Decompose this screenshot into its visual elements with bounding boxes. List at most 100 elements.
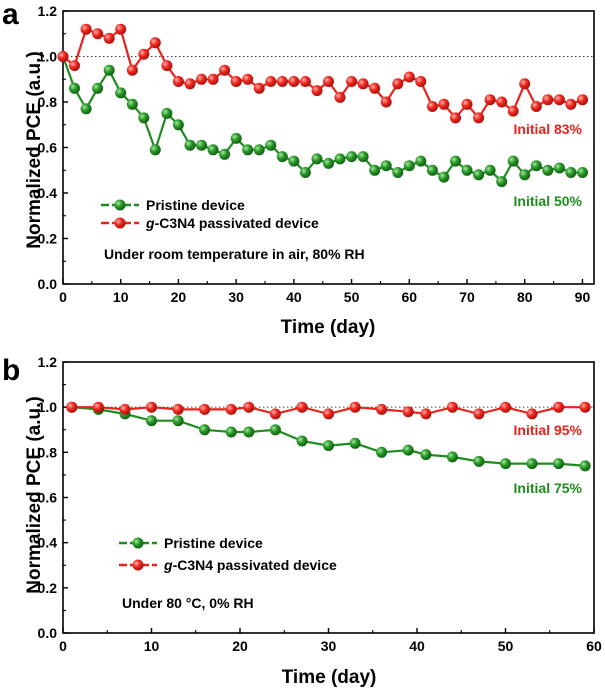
data-point-pristine — [172, 119, 184, 131]
x-tick-label: 10 — [113, 289, 129, 305]
panel-a-ticks: 0.0 0.2 0.4 0.6 0.8 1.0 1.2 0 10 20 30 40 50 60 70 80 90 — [38, 3, 591, 305]
data-point-pristine — [299, 167, 311, 178]
data-point-pristine — [461, 164, 473, 176]
data-point-pristine — [426, 164, 438, 176]
data-point-pristine — [172, 415, 184, 427]
y-tick-label: 1.2 — [38, 3, 58, 19]
data-point-pristine — [415, 155, 427, 167]
data-point-passivated — [269, 408, 281, 420]
panel-b-legend: Pristine device g-C3N4 passivated device — [119, 535, 337, 573]
data-point-pristine — [565, 167, 577, 178]
data-point-pristine — [526, 458, 538, 470]
data-point-pristine — [403, 160, 415, 172]
data-point-passivated — [565, 98, 577, 110]
data-point-pristine — [323, 440, 334, 452]
data-point-pristine — [126, 98, 138, 110]
data-point-pristine — [519, 169, 531, 181]
data-point-pristine — [496, 176, 508, 188]
data-point-pristine — [225, 426, 237, 438]
data-point-passivated — [323, 76, 334, 87]
data-point-pristine — [507, 155, 519, 167]
data-point-pristine — [484, 164, 496, 176]
data-point-pristine — [103, 64, 115, 76]
y-tick-label: 0.8 — [38, 94, 58, 110]
y-tick-label: 1.0 — [38, 49, 58, 65]
legend-pristine-marker — [114, 199, 126, 211]
data-point-pristine — [184, 139, 196, 151]
x-tick-label: 60 — [586, 638, 602, 654]
data-point-passivated — [230, 76, 242, 87]
data-point-passivated — [311, 85, 323, 97]
data-point-passivated — [450, 112, 461, 124]
data-point-passivated — [334, 91, 346, 103]
panel-b-condition-note: Under 80 °C, 0% RH — [122, 595, 254, 611]
data-point-pristine — [446, 451, 458, 463]
data-point-passivated — [115, 23, 127, 35]
data-point-passivated — [500, 401, 511, 413]
data-point-pristine — [146, 415, 157, 427]
data-point-pristine — [242, 144, 254, 156]
data-point-pristine — [253, 144, 265, 156]
x-tick-label: 0 — [59, 638, 67, 654]
data-point-pristine — [115, 87, 127, 99]
data-point-pristine — [500, 458, 511, 470]
data-point-pristine — [392, 167, 404, 178]
data-point-passivated — [519, 78, 531, 90]
x-tick-label: 0 — [59, 289, 67, 305]
data-point-passivated — [219, 64, 231, 76]
data-point-passivated — [526, 408, 538, 420]
legend-pristine-marker — [132, 537, 144, 549]
data-point-pristine — [296, 435, 308, 447]
data-point-passivated — [553, 94, 565, 106]
data-point-passivated — [126, 64, 138, 76]
y-tick-label: 0.6 — [38, 490, 58, 506]
panel-a-legend: Pristine device g-C3N4 passivated device — [101, 197, 319, 231]
data-point-passivated — [446, 401, 458, 413]
data-point-pristine — [579, 460, 591, 472]
y-tick-label: 1.0 — [38, 399, 58, 415]
data-point-pristine — [161, 107, 173, 119]
panel-a-xlabel: Time (day) — [281, 317, 376, 338]
x-tick-label: 30 — [321, 638, 337, 654]
data-point-pristine — [349, 437, 361, 449]
panel-b-plot-area — [62, 361, 595, 634]
panel-a-pristine-annotation: Initial 50% — [514, 193, 583, 209]
data-point-pristine — [323, 157, 334, 169]
panel-a-ylabel: Normalized PCE (a.u.) — [24, 51, 45, 248]
data-point-pristine — [334, 153, 346, 165]
data-point-passivated — [484, 94, 496, 106]
data-point-passivated — [184, 78, 196, 90]
data-point-passivated — [420, 408, 432, 420]
data-point-passivated — [369, 82, 381, 94]
data-point-passivated — [253, 82, 265, 94]
x-tick-label: 40 — [409, 638, 425, 654]
data-point-pristine — [288, 155, 300, 167]
data-point-pristine — [199, 424, 211, 436]
data-point-pristine — [438, 171, 450, 183]
legend-passivated-label: g-C3N4 passivated device — [145, 215, 319, 231]
panel-b-series — [66, 401, 591, 472]
data-point-pristine — [530, 160, 542, 172]
data-point-pristine — [577, 167, 588, 178]
y-tick-label: 0.2 — [38, 580, 58, 596]
data-point-passivated — [579, 401, 591, 413]
data-point-passivated — [346, 76, 358, 87]
x-tick-label: 60 — [402, 289, 418, 305]
data-point-passivated — [225, 403, 237, 415]
data-point-pristine — [542, 164, 554, 176]
data-point-passivated — [92, 401, 104, 413]
data-point-passivated — [69, 60, 80, 72]
data-point-passivated — [276, 76, 288, 87]
data-point-passivated — [207, 73, 219, 85]
data-point-passivated — [296, 401, 308, 413]
data-point-pristine — [138, 112, 150, 124]
y-tick-label: 0.6 — [38, 140, 58, 156]
data-point-pristine — [243, 426, 255, 438]
data-point-pristine — [473, 455, 485, 467]
data-point-pristine — [196, 139, 207, 151]
data-point-passivated — [196, 73, 207, 85]
panel-b-ylabel: Normalized PCE (a.u.) — [24, 396, 45, 593]
panel-b-pristine-annotation: Initial 75% — [514, 480, 583, 496]
y-tick-label: 0.0 — [38, 625, 58, 641]
data-point-passivated — [415, 76, 427, 87]
